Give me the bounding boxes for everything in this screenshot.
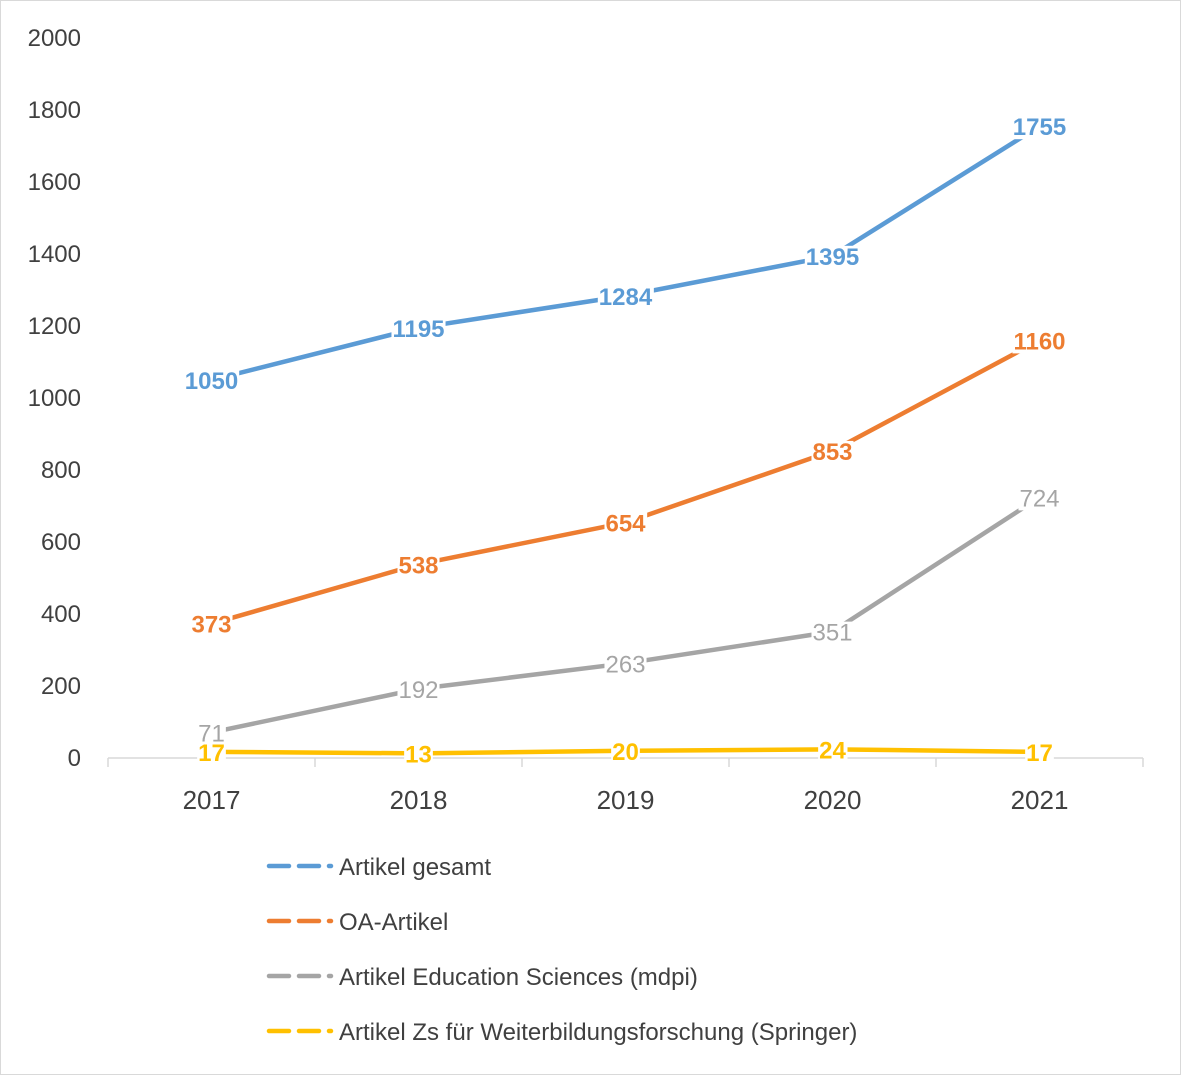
data-label: 24 <box>819 737 846 764</box>
data-label: 1050 <box>185 368 238 395</box>
legend: Artikel gesamt OA-Artikel Artikel Educatio… <box>266 854 857 1046</box>
y-axis: 0 200 400 600 800 1000 1200 1400 1600 1800 2000 <box>28 25 81 772</box>
data-label-backing <box>811 621 854 645</box>
legend-item: OA-Artikel <box>266 909 448 936</box>
data-label-backing <box>597 285 654 309</box>
y-tick-label: 1800 <box>28 97 81 124</box>
data-label: 351 <box>812 620 852 647</box>
data-label: 1160 <box>1013 328 1065 355</box>
data-label-backing <box>1011 116 1068 140</box>
data-label-backing <box>811 440 854 464</box>
data-label-backing <box>391 317 446 341</box>
data-label-backing <box>1025 741 1054 765</box>
x-tick-label: 2018 <box>390 785 448 815</box>
y-tick-label: 200 <box>41 673 81 700</box>
data-label: 17 <box>198 740 225 767</box>
data-label-backing <box>183 370 240 393</box>
legend-item: Artikel Education Sciences (mdpi) <box>266 964 698 991</box>
data-label-backing <box>397 678 440 702</box>
data-label: 192 <box>398 677 438 704</box>
data-label: 1284 <box>599 284 653 311</box>
legend-label: OA-Artikel <box>339 909 448 936</box>
y-tick-label: 1200 <box>28 313 81 340</box>
legend-item: Artikel Zs für Weiterbildungsforschung (… <box>266 1019 857 1046</box>
data-label: 263 <box>605 651 645 678</box>
data-label-backing <box>1012 330 1067 354</box>
legend-label: Artikel Education Sciences (mdpi) <box>339 964 698 991</box>
data-label: 1395 <box>806 244 859 271</box>
data-label: 853 <box>812 439 852 466</box>
data-label: 1755 <box>1013 114 1066 141</box>
data-label: 724 <box>1019 485 1059 512</box>
x-tick-label: 2017 <box>183 785 241 815</box>
y-tick-label: 400 <box>41 601 81 628</box>
x-tick-label: 2021 <box>1011 785 1069 815</box>
y-tick-label: 1400 <box>28 241 81 268</box>
series-line <box>209 123 1042 383</box>
data-label-backing <box>604 653 647 677</box>
data-label: 1195 <box>392 316 444 343</box>
data-label-backing <box>611 740 640 764</box>
data-label-backing <box>804 245 861 269</box>
data-label-backing <box>818 739 848 763</box>
y-tick-label: 1000 <box>28 385 81 412</box>
y-tick-label: 800 <box>41 457 81 484</box>
legend-label: Artikel Zs für Weiterbildungsforschung (… <box>339 1019 857 1046</box>
data-label: 20 <box>612 739 639 766</box>
data-label-backing <box>397 554 440 578</box>
x-tick-label: 2020 <box>804 785 862 815</box>
data-label-backing <box>604 512 648 536</box>
data-label-backing <box>197 722 226 746</box>
y-tick-label: 0 <box>68 745 81 772</box>
data-label-backing <box>190 613 233 637</box>
data-label: 373 <box>191 612 231 639</box>
data-label: 17 <box>1026 740 1053 767</box>
data-labels: 1050119512841395175537353865485311607119… <box>183 114 1068 768</box>
legend-label: Artikel gesamt <box>339 854 491 881</box>
y-tick-label: 600 <box>41 529 81 556</box>
data-label-backing <box>197 741 226 765</box>
x-axis: 2017 2018 2019 2020 2021 <box>107 757 1144 815</box>
series-line <box>209 338 1042 626</box>
data-label-backing <box>404 743 433 767</box>
x-tick-label: 2019 <box>597 785 655 815</box>
y-tick-label: 2000 <box>28 25 81 52</box>
legend-item: Artikel gesamt <box>266 854 491 881</box>
data-label: 654 <box>605 511 646 538</box>
data-label: 13 <box>405 741 432 768</box>
data-label-backing <box>1018 487 1061 511</box>
data-label: 538 <box>398 552 438 579</box>
y-tick-label: 1600 <box>28 169 81 196</box>
